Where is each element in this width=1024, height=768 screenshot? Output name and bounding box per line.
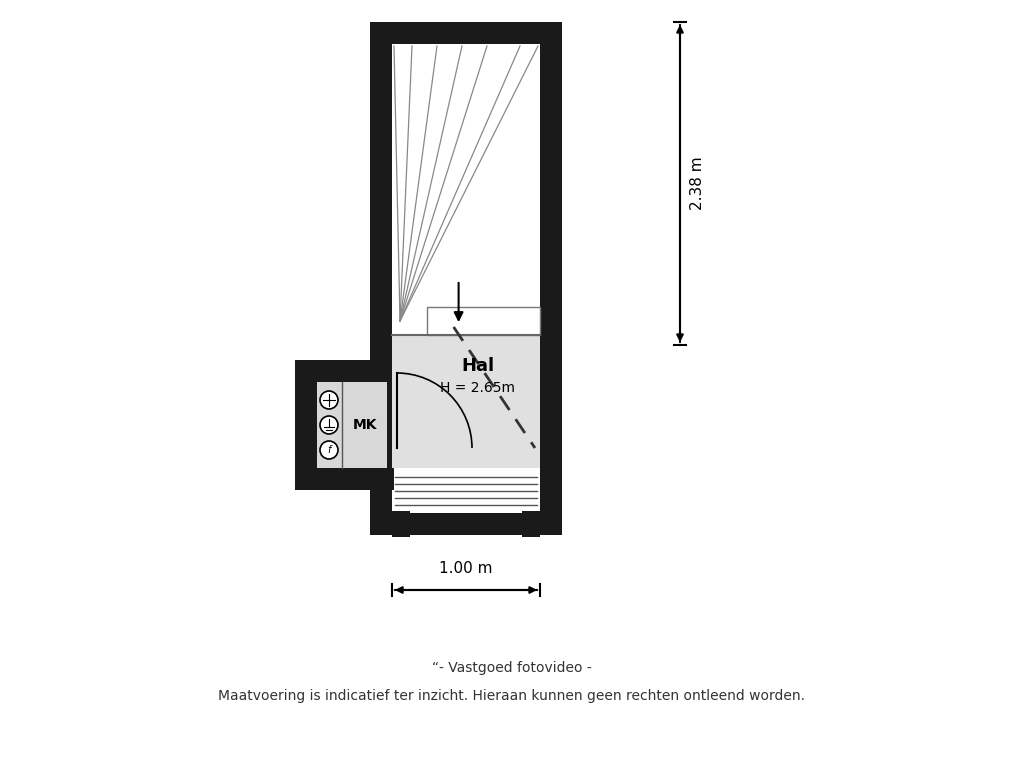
Text: “- Vastgoed fotovideo -: “- Vastgoed fotovideo - (432, 661, 592, 675)
Circle shape (319, 416, 338, 434)
Bar (522, 511, 540, 537)
Text: Maatvoering is indicatief ter inzicht. Hieraan kunnen geen rechten ontleend word: Maatvoering is indicatief ter inzicht. H… (218, 689, 806, 703)
Bar (370, 22, 562, 535)
Text: H = 2.65m: H = 2.65m (440, 381, 515, 395)
Text: 2.38 m: 2.38 m (690, 157, 706, 210)
Bar (392, 335, 540, 468)
Text: f: f (328, 445, 331, 455)
Bar (392, 44, 540, 513)
Text: 1.00 m: 1.00 m (439, 561, 493, 576)
Circle shape (319, 391, 338, 409)
Bar (295, 360, 394, 490)
Text: Hal: Hal (461, 357, 495, 375)
Circle shape (319, 441, 338, 459)
Bar (427, 307, 540, 335)
Bar (392, 511, 410, 537)
Bar (317, 382, 387, 468)
Text: MK: MK (352, 418, 377, 432)
